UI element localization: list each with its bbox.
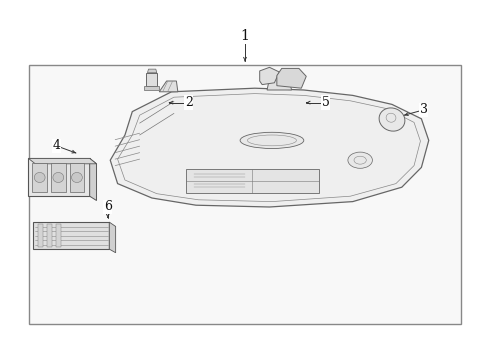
Polygon shape: [28, 158, 97, 164]
Ellipse shape: [34, 172, 45, 183]
Text: 5: 5: [322, 96, 330, 109]
Polygon shape: [277, 68, 306, 88]
Ellipse shape: [53, 172, 64, 183]
Polygon shape: [70, 163, 84, 192]
Polygon shape: [109, 222, 116, 253]
Text: 1: 1: [241, 29, 249, 43]
Ellipse shape: [72, 172, 82, 183]
Polygon shape: [110, 88, 429, 207]
Polygon shape: [33, 222, 109, 249]
Polygon shape: [28, 158, 90, 196]
Polygon shape: [260, 67, 279, 85]
Ellipse shape: [348, 152, 372, 168]
Ellipse shape: [379, 108, 405, 131]
Text: 2: 2: [185, 96, 193, 109]
Polygon shape: [144, 86, 159, 90]
Polygon shape: [147, 69, 157, 73]
Polygon shape: [51, 163, 66, 192]
Polygon shape: [186, 169, 318, 193]
Text: 4: 4: [52, 139, 60, 152]
Ellipse shape: [240, 132, 304, 148]
Polygon shape: [159, 81, 178, 92]
Polygon shape: [32, 163, 47, 192]
Bar: [29, 65, 461, 324]
Bar: [47, 224, 52, 247]
Text: 3: 3: [420, 103, 428, 116]
Bar: [38, 224, 43, 247]
Polygon shape: [267, 78, 292, 90]
Bar: [56, 224, 61, 247]
Text: 6: 6: [104, 201, 112, 213]
Polygon shape: [146, 73, 157, 86]
Polygon shape: [90, 158, 97, 201]
